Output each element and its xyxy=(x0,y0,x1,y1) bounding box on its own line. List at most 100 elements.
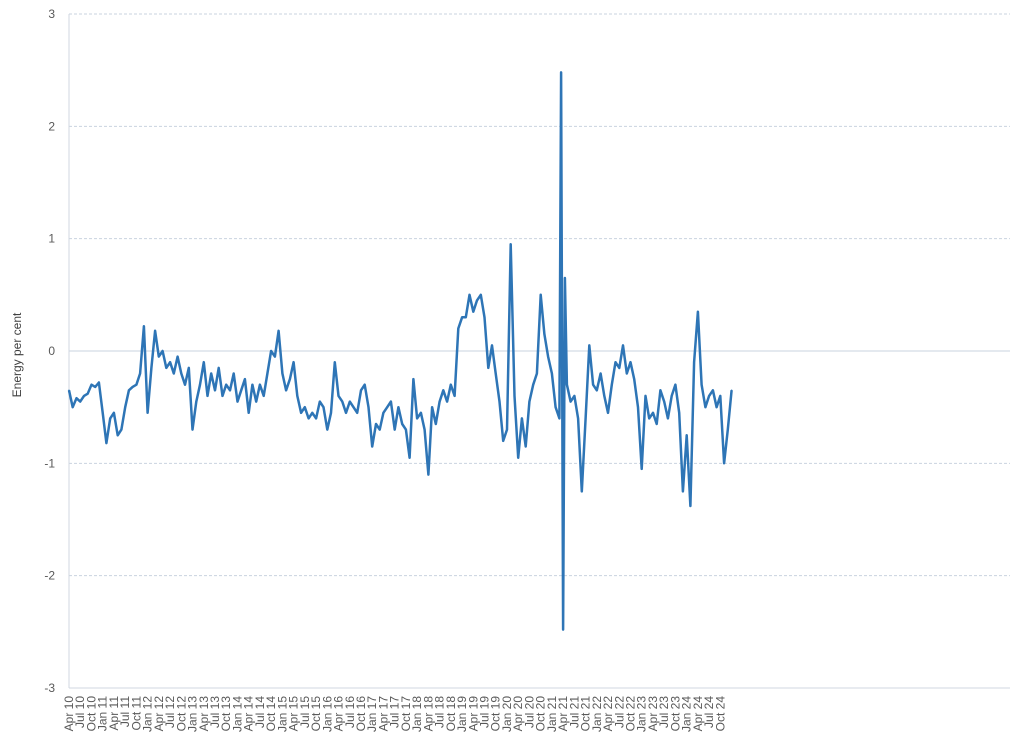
x-tick-label: Apr 12 xyxy=(152,696,166,732)
data-point xyxy=(393,428,396,431)
data-point xyxy=(281,372,284,375)
data-point xyxy=(319,400,321,403)
data-point xyxy=(539,294,542,296)
data-point xyxy=(83,395,85,397)
data-point xyxy=(435,423,437,425)
data-point xyxy=(367,406,370,409)
data-point xyxy=(465,316,467,319)
x-tick-label: Jul 22 xyxy=(612,696,626,728)
x-tick-label: Jul 24 xyxy=(702,696,716,728)
x-tick-label: Jan 20 xyxy=(500,696,514,732)
data-point xyxy=(307,417,310,420)
y-tick-label: 0 xyxy=(48,344,55,358)
data-point xyxy=(626,372,628,375)
data-point xyxy=(105,442,108,444)
data-point xyxy=(487,367,490,369)
data-point xyxy=(596,389,598,392)
data-point xyxy=(143,325,145,328)
x-tick-label: Jul 10 xyxy=(73,696,87,728)
data-point xyxy=(75,397,78,400)
data-point xyxy=(431,406,433,409)
data-point xyxy=(442,389,445,392)
data-point xyxy=(158,355,160,358)
data-point xyxy=(289,378,291,380)
x-tick-label: Oct 23 xyxy=(668,696,682,732)
data-point xyxy=(345,412,347,414)
x-tick-label: Jul 20 xyxy=(522,696,536,728)
data-point xyxy=(599,372,602,375)
data-point xyxy=(128,389,130,392)
data-point xyxy=(678,412,680,414)
data-point xyxy=(330,412,332,414)
data-point xyxy=(277,330,280,332)
data-point xyxy=(173,372,175,375)
data-point xyxy=(667,417,669,420)
data-point xyxy=(184,383,186,386)
x-tick-label: Oct 18 xyxy=(444,696,458,732)
x-tick-label: Jan 21 xyxy=(545,696,559,732)
x-tick-label: Jan 12 xyxy=(141,696,155,732)
y-tick-label: -1 xyxy=(44,456,55,470)
data-point xyxy=(483,316,486,319)
data-point xyxy=(498,400,501,403)
data-point xyxy=(517,456,519,459)
data-point xyxy=(446,400,448,403)
data-point xyxy=(618,367,621,369)
data-point xyxy=(560,71,562,74)
y-tick-label: 3 xyxy=(48,7,55,21)
x-tick-label: Oct 10 xyxy=(84,696,98,732)
data-point xyxy=(532,383,534,386)
data-point xyxy=(135,383,138,386)
data-point xyxy=(592,383,594,386)
data-point xyxy=(704,406,707,409)
data-point xyxy=(195,400,198,403)
data-point xyxy=(655,423,658,425)
x-tick-label: Apr 19 xyxy=(466,696,480,732)
data-point xyxy=(191,428,194,431)
data-point xyxy=(723,462,725,465)
data-point xyxy=(251,383,254,386)
data-point xyxy=(468,294,471,296)
data-point xyxy=(697,310,699,313)
y-tick-label: 1 xyxy=(48,232,55,246)
data-point xyxy=(390,400,392,403)
data-point xyxy=(562,628,564,631)
data-point xyxy=(607,412,609,414)
data-point xyxy=(221,395,224,397)
x-tick-label: Jan 22 xyxy=(590,696,604,732)
data-point xyxy=(648,417,650,420)
data-point xyxy=(401,423,404,425)
data-point xyxy=(139,372,141,375)
data-point xyxy=(154,330,156,332)
data-point xyxy=(611,383,613,386)
data-point xyxy=(569,400,572,403)
x-tick-label: Oct 21 xyxy=(579,696,593,732)
data-point xyxy=(375,423,377,425)
x-tick-label: Jul 13 xyxy=(208,696,222,728)
x-tick-label: Oct 13 xyxy=(219,696,233,732)
data-point xyxy=(259,383,261,386)
data-point xyxy=(236,400,239,403)
x-tick-label: Jan 14 xyxy=(230,696,244,732)
data-point xyxy=(700,383,703,386)
data-point xyxy=(423,428,426,431)
data-point xyxy=(528,400,531,403)
x-tick-label: Oct 24 xyxy=(713,696,727,732)
x-tick-label: Jul 21 xyxy=(567,696,581,728)
x-tick-label: Jul 11 xyxy=(118,696,132,727)
x-tick-label: Jan 23 xyxy=(635,696,649,732)
data-point xyxy=(206,395,209,397)
x-tick-label: Jul 16 xyxy=(343,696,357,728)
data-point xyxy=(188,367,190,369)
data-point xyxy=(584,417,587,420)
data-point xyxy=(685,434,688,437)
data-point xyxy=(169,361,171,364)
data-point xyxy=(494,372,497,375)
x-tick-label: Jan 24 xyxy=(680,696,694,732)
x-tick-label: Apr 13 xyxy=(197,696,211,732)
y-tick-label: -2 xyxy=(44,569,55,583)
data-point xyxy=(652,412,654,414)
series-layer xyxy=(67,71,733,631)
data-point xyxy=(420,412,422,414)
